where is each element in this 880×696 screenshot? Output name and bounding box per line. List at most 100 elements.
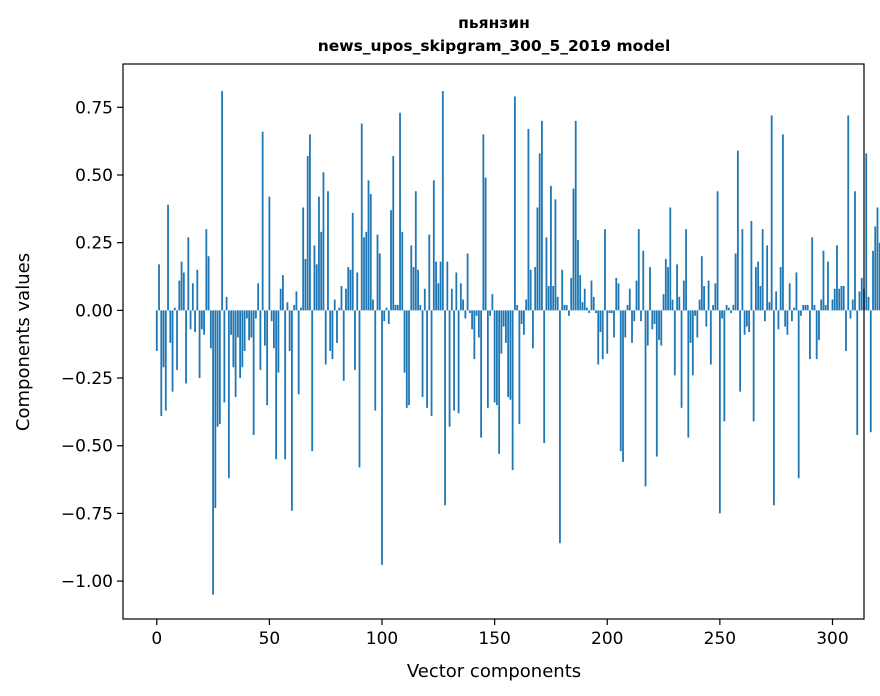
bar xyxy=(205,229,208,311)
bar xyxy=(493,310,496,403)
bar xyxy=(543,310,546,444)
bar xyxy=(784,310,787,327)
bar xyxy=(182,272,185,311)
bar xyxy=(293,304,296,311)
bar xyxy=(313,245,316,311)
bar xyxy=(865,153,868,311)
bar xyxy=(876,207,879,311)
bar xyxy=(545,237,548,311)
bar xyxy=(268,196,271,311)
bar xyxy=(306,156,309,311)
bar xyxy=(858,291,861,311)
bar xyxy=(419,304,422,311)
x-tick-label: 100 xyxy=(366,629,398,649)
bar xyxy=(667,267,669,311)
bar xyxy=(338,307,341,311)
bar xyxy=(378,253,381,311)
x-tick-label: 250 xyxy=(704,629,736,649)
bar xyxy=(718,310,721,514)
bar xyxy=(475,310,478,316)
bar xyxy=(845,310,847,351)
bar xyxy=(773,310,775,506)
bar xyxy=(597,310,600,365)
bar xyxy=(417,269,419,311)
bar xyxy=(236,310,239,338)
bar xyxy=(732,304,735,311)
bar xyxy=(464,310,467,319)
bar xyxy=(809,310,811,360)
bar xyxy=(570,277,573,311)
bar xyxy=(523,310,525,335)
bar xyxy=(529,269,532,311)
bar xyxy=(824,304,827,311)
bar xyxy=(541,120,543,311)
bar xyxy=(867,296,870,311)
bar xyxy=(806,304,809,311)
bar xyxy=(320,231,323,311)
bar xyxy=(277,310,280,373)
bar xyxy=(649,267,651,311)
bar xyxy=(369,193,372,311)
bar xyxy=(754,267,757,311)
bar xyxy=(592,296,595,311)
bar xyxy=(309,134,311,311)
bar xyxy=(712,304,714,311)
bar xyxy=(180,261,183,311)
bar xyxy=(795,272,798,311)
bar xyxy=(162,310,165,368)
bar xyxy=(820,299,823,311)
bar xyxy=(734,253,737,311)
bar xyxy=(714,283,717,311)
bar xyxy=(329,310,332,351)
bar xyxy=(225,296,228,311)
bar xyxy=(849,310,852,319)
bar xyxy=(761,229,764,311)
bar xyxy=(500,310,503,354)
bar xyxy=(324,310,327,365)
bar xyxy=(275,310,278,460)
bar xyxy=(383,310,386,322)
bar xyxy=(872,250,874,311)
bar xyxy=(408,310,410,406)
bar xyxy=(572,188,575,311)
bar xyxy=(437,283,440,311)
bar xyxy=(550,185,552,311)
bar xyxy=(430,310,433,416)
bar xyxy=(169,310,172,343)
bar xyxy=(777,310,780,330)
bar xyxy=(759,286,762,311)
bar xyxy=(178,280,181,311)
bar xyxy=(482,134,485,311)
bar xyxy=(333,299,336,311)
bar xyxy=(579,275,582,311)
bar xyxy=(741,229,744,311)
bar xyxy=(435,261,437,311)
bar xyxy=(480,310,483,438)
bar xyxy=(851,299,854,311)
bar xyxy=(847,115,850,311)
bar xyxy=(838,288,841,311)
bar xyxy=(658,310,660,341)
bar xyxy=(176,310,178,370)
bar xyxy=(727,307,730,311)
bar xyxy=(426,310,428,408)
bar xyxy=(818,310,820,341)
bar xyxy=(565,304,568,311)
bar xyxy=(234,310,237,397)
bar xyxy=(547,286,550,311)
y-tick-label: 0.75 xyxy=(75,98,113,118)
bar xyxy=(446,261,449,311)
bar xyxy=(477,310,480,338)
bar xyxy=(619,310,622,452)
bar xyxy=(450,288,453,311)
bar xyxy=(441,91,444,311)
bar xyxy=(327,191,329,311)
chart-title: пьянзин xyxy=(458,14,530,32)
bar xyxy=(245,310,248,319)
bar xyxy=(874,226,877,311)
bar xyxy=(243,310,246,351)
y-tick-label: 0.00 xyxy=(75,301,113,321)
bar xyxy=(869,310,872,433)
bar xyxy=(752,310,755,422)
bar xyxy=(610,310,613,314)
